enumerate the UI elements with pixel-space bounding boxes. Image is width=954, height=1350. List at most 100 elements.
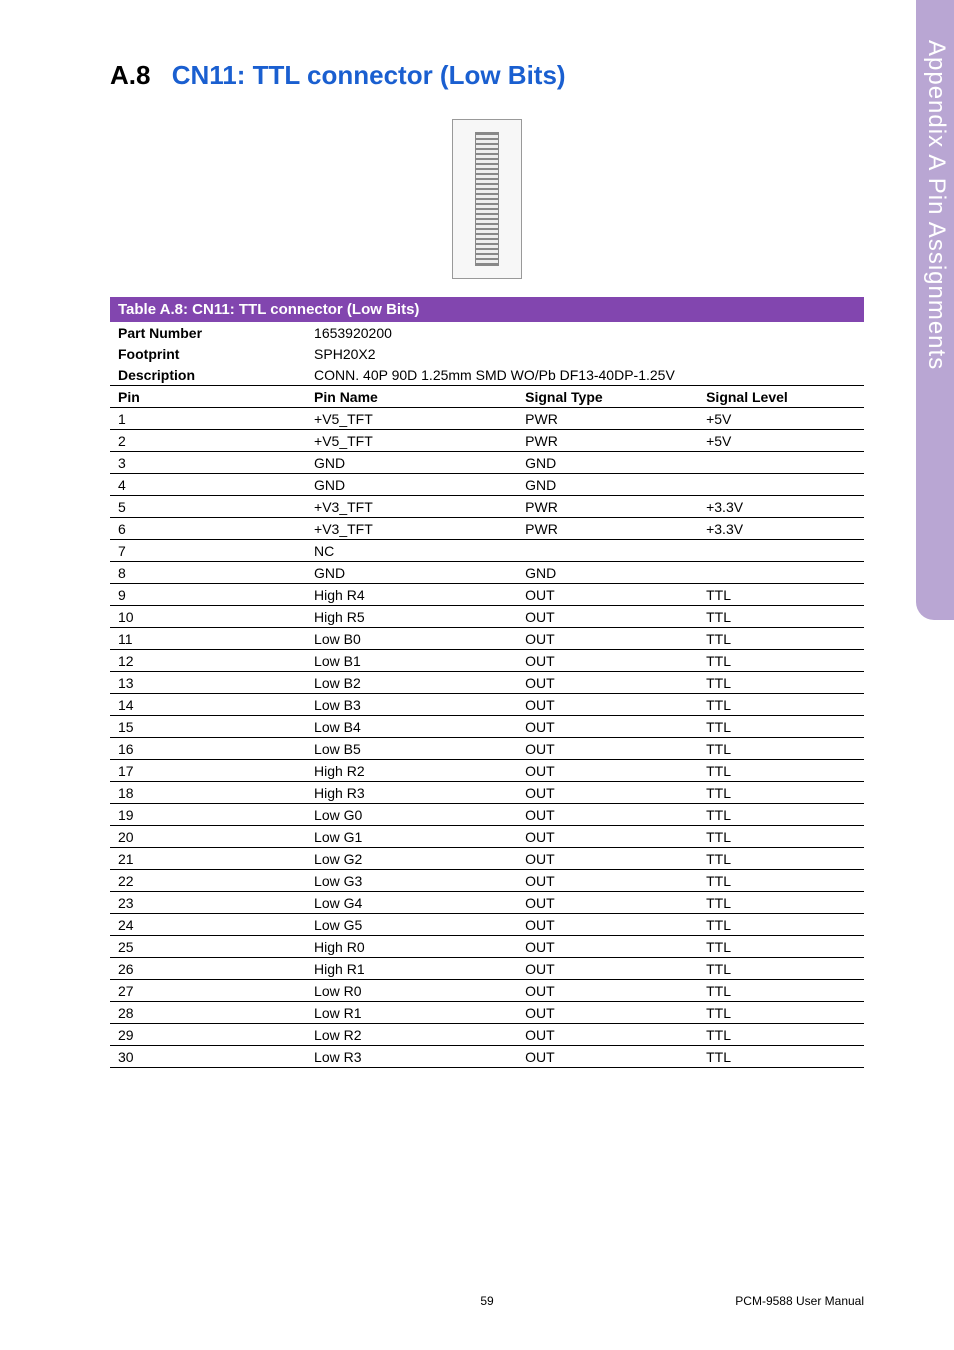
table-row: 13Low B2OUTTTL xyxy=(110,672,864,694)
cell-type: OUT xyxy=(517,1002,698,1024)
meta-row: FootprintSPH20X2 xyxy=(110,343,864,364)
col-header-type: Signal Type xyxy=(517,386,698,408)
cell-name: Low B3 xyxy=(306,694,517,716)
cell-type: PWR xyxy=(517,518,698,540)
table-row: 9High R4OUTTTL xyxy=(110,584,864,606)
cell-name: Low G1 xyxy=(306,826,517,848)
table-row: 26High R1OUTTTL xyxy=(110,958,864,980)
cell-name: Low B4 xyxy=(306,716,517,738)
table-row: 14Low B3OUTTTL xyxy=(110,694,864,716)
cell-name: Low R0 xyxy=(306,980,517,1002)
cell-pin: 9 xyxy=(110,584,306,606)
cell-name: Low G2 xyxy=(306,848,517,870)
cell-level xyxy=(698,474,864,496)
cell-type xyxy=(517,540,698,562)
cell-name: Low R1 xyxy=(306,1002,517,1024)
cell-type: OUT xyxy=(517,782,698,804)
cell-pin: 10 xyxy=(110,606,306,628)
cell-name: Low R3 xyxy=(306,1046,517,1068)
column-header-row: Pin Pin Name Signal Type Signal Level xyxy=(110,386,864,408)
cell-type: OUT xyxy=(517,958,698,980)
section-number: A.8 xyxy=(110,60,150,90)
cell-pin: 21 xyxy=(110,848,306,870)
cell-name: GND xyxy=(306,562,517,584)
cell-level: TTL xyxy=(698,782,864,804)
cell-pin: 2 xyxy=(110,430,306,452)
cell-type: OUT xyxy=(517,914,698,936)
cell-pin: 4 xyxy=(110,474,306,496)
cell-name: High R0 xyxy=(306,936,517,958)
doc-title: PCM-9588 User Manual xyxy=(735,1294,864,1308)
table-row: 6+V3_TFTPWR+3.3V xyxy=(110,518,864,540)
cell-level: TTL xyxy=(698,650,864,672)
cell-level: TTL xyxy=(698,760,864,782)
meta-row: Part Number1653920200 xyxy=(110,322,864,343)
table-row: 2+V5_TFTPWR+5V xyxy=(110,430,864,452)
cell-pin: 26 xyxy=(110,958,306,980)
cell-level: +5V xyxy=(698,430,864,452)
table-row: 24Low G5OUTTTL xyxy=(110,914,864,936)
cell-name: Low G5 xyxy=(306,914,517,936)
cell-name: NC xyxy=(306,540,517,562)
cell-type: PWR xyxy=(517,496,698,518)
cell-name: Low R2 xyxy=(306,1024,517,1046)
cell-name: +V3_TFT xyxy=(306,518,517,540)
cell-type: OUT xyxy=(517,650,698,672)
cell-level: TTL xyxy=(698,958,864,980)
cell-pin: 7 xyxy=(110,540,306,562)
cell-type: OUT xyxy=(517,980,698,1002)
cell-type: OUT xyxy=(517,1046,698,1068)
section-title: CN11: TTL connector (Low Bits) xyxy=(172,60,566,90)
cell-name: Low B2 xyxy=(306,672,517,694)
meta-label: Part Number xyxy=(110,322,306,343)
cell-pin: 14 xyxy=(110,694,306,716)
cell-level xyxy=(698,452,864,474)
cell-type: OUT xyxy=(517,606,698,628)
cell-name: Low B0 xyxy=(306,628,517,650)
table-row: 1+V5_TFTPWR+5V xyxy=(110,408,864,430)
cell-type: GND xyxy=(517,474,698,496)
cell-level: TTL xyxy=(698,1002,864,1024)
cell-type: OUT xyxy=(517,870,698,892)
cell-type: OUT xyxy=(517,584,698,606)
page-content: A.8 CN11: TTL connector (Low Bits) Table… xyxy=(0,0,954,1350)
table-row: 4GNDGND xyxy=(110,474,864,496)
table-row: 17High R2OUTTTL xyxy=(110,760,864,782)
cell-pin: 6 xyxy=(110,518,306,540)
cell-level: TTL xyxy=(698,672,864,694)
table-row: 8GNDGND xyxy=(110,562,864,584)
cell-pin: 13 xyxy=(110,672,306,694)
cell-type: OUT xyxy=(517,628,698,650)
cell-level: TTL xyxy=(698,870,864,892)
table-row: 29Low R2OUTTTL xyxy=(110,1024,864,1046)
col-header-name: Pin Name xyxy=(306,386,517,408)
cell-pin: 22 xyxy=(110,870,306,892)
meta-label: Description xyxy=(110,364,306,386)
cell-level: TTL xyxy=(698,980,864,1002)
cell-level: TTL xyxy=(698,1024,864,1046)
cell-pin: 28 xyxy=(110,1002,306,1024)
cell-name: +V3_TFT xyxy=(306,496,517,518)
cell-type: OUT xyxy=(517,848,698,870)
cell-type: GND xyxy=(517,562,698,584)
cell-level: TTL xyxy=(698,914,864,936)
cell-type: OUT xyxy=(517,936,698,958)
cell-pin: 19 xyxy=(110,804,306,826)
cell-type: OUT xyxy=(517,1024,698,1046)
table-row: 19Low G0OUTTTL xyxy=(110,804,864,826)
table-caption: Table A.8: CN11: TTL connector (Low Bits… xyxy=(110,297,864,322)
cell-pin: 23 xyxy=(110,892,306,914)
table-row: 23Low G4OUTTTL xyxy=(110,892,864,914)
cell-level: TTL xyxy=(698,738,864,760)
cell-type: GND xyxy=(517,452,698,474)
cell-type: OUT xyxy=(517,826,698,848)
table-row: 12Low B1OUTTTL xyxy=(110,650,864,672)
cell-pin: 12 xyxy=(110,650,306,672)
table-row: 16Low B5OUTTTL xyxy=(110,738,864,760)
cell-type: OUT xyxy=(517,716,698,738)
cell-level: TTL xyxy=(698,892,864,914)
cell-type: OUT xyxy=(517,672,698,694)
table-row: 25High R0OUTTTL xyxy=(110,936,864,958)
cell-level: TTL xyxy=(698,1046,864,1068)
cell-pin: 17 xyxy=(110,760,306,782)
